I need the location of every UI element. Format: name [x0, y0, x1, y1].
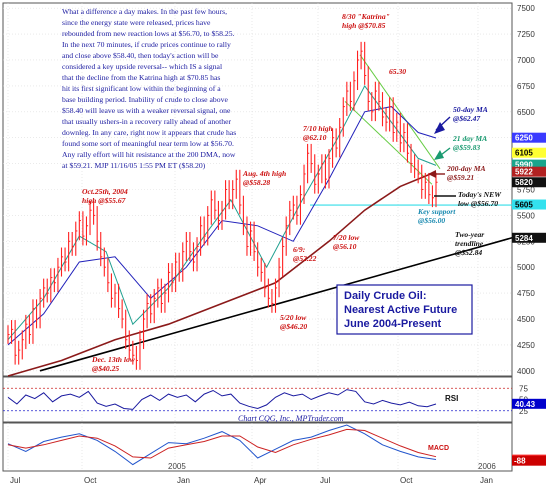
price-tick-label: 7500 [517, 4, 535, 13]
decline-channel-upper [359, 54, 441, 170]
decline-channel-lower [344, 101, 433, 185]
ma21-arrowhead [434, 150, 444, 160]
price-badge-label: 6250 [515, 134, 533, 143]
price-tick-label: 6500 [517, 108, 535, 117]
rsi-tick-label: 75 [519, 384, 528, 393]
chart-credit: Chart CQG, Inc., MPTrader.com [238, 414, 344, 423]
grid [3, 3, 512, 471]
chart-title: Daily Crude Oil: Nearest Active Future J… [344, 290, 460, 330]
annotation-katrina: 8/30 "Katrina" high @$70.85 [342, 12, 392, 30]
price-tick-label: 5750 [517, 186, 535, 195]
price-badge [512, 177, 546, 188]
macd-label: MACD [428, 445, 449, 452]
price-badge-label: 6105 [515, 149, 533, 158]
price-tick-label: 7000 [517, 56, 535, 65]
annotation-key-support: Key support @$56.00 [417, 207, 457, 225]
price-tick-label: 4250 [517, 341, 535, 350]
price-badge [512, 159, 546, 170]
x-tick-label: Oct [84, 476, 97, 485]
ma-200-line [7, 171, 437, 377]
annotation-6530: 65.30 [389, 67, 406, 76]
price-badge-label: 5990 [515, 161, 533, 170]
x-tick-label: Oct [400, 476, 413, 485]
price-tick-label: 5500 [517, 211, 535, 220]
annotation-oct25: Oct.25th, 2004 high @$55.67 [82, 187, 130, 205]
annotation-aug4: Aug. 4th high @$58.28 [242, 169, 288, 187]
rsi-tick-label: 25 [519, 407, 528, 416]
x-tick-label: Jan [480, 476, 493, 485]
price-tick-label: 6750 [517, 82, 535, 91]
price-tick-label: 4500 [517, 315, 535, 324]
rsi-badge [512, 398, 546, 409]
macd-badge [512, 455, 546, 466]
year-label: 2005 [168, 462, 186, 471]
annotation-ma50: 50-day MA @$62.47 [453, 105, 489, 123]
rsi-panel [2, 376, 513, 423]
ma200-arrowhead [428, 170, 436, 178]
x-tick-label: Apr [254, 476, 267, 485]
rsi-line [7, 389, 437, 410]
annotation-ma21: 21 day MA @$59.83 [452, 134, 489, 152]
rsi-label: RSI [445, 394, 458, 403]
chart-title-box [336, 284, 473, 335]
macd-line [7, 424, 437, 466]
price-tick-label: 5000 [517, 263, 535, 272]
annotation-dec13: Dec. 13th low @$40.25 [91, 355, 137, 373]
price-badge-label: 5820 [515, 178, 533, 187]
price-badge [512, 166, 546, 177]
annotation-may20: 5/20 low @$46.20 [280, 313, 308, 331]
price-badge-label: 5922 [515, 168, 533, 177]
price-badge [512, 232, 546, 243]
ma-50-line [7, 106, 437, 346]
price-badge [512, 132, 546, 143]
annotation-ma200: 200-day MA @$59.21 [446, 164, 487, 182]
commentary-text: What a difference a day makes. In the pa… [62, 7, 238, 170]
annotation-jun9: 6/9: @52.22 [293, 245, 317, 263]
annotation-trendline: Two-year trendline @$52.84 [455, 230, 486, 257]
price-tick-label: 4750 [517, 289, 535, 298]
ma50-arrowhead [434, 122, 445, 134]
price-tick-label: 7250 [517, 30, 535, 39]
annotation-new-low: Today's NEW low @$56.70 [458, 190, 503, 208]
annotation-jul20: 7/20 low @56.10 [333, 233, 361, 251]
x-tick-label: Jul [320, 476, 330, 485]
year-label: 2006 [478, 462, 496, 471]
macd-signal-line [7, 428, 437, 459]
price-badge [512, 199, 546, 210]
price-badge [512, 147, 546, 158]
macd-badge-label: -88 [514, 457, 526, 466]
price-badge-label: 5284 [515, 234, 533, 243]
price-tick-label: 4000 [517, 367, 535, 376]
price-badge-label: 5605 [515, 201, 533, 210]
annotation-jul10: 7/10 high @62.10 [303, 124, 335, 142]
x-tick-label: Jan [177, 476, 190, 485]
x-tick-label: Jul [10, 476, 20, 485]
rsi-badge-label: 40.43 [515, 400, 536, 409]
